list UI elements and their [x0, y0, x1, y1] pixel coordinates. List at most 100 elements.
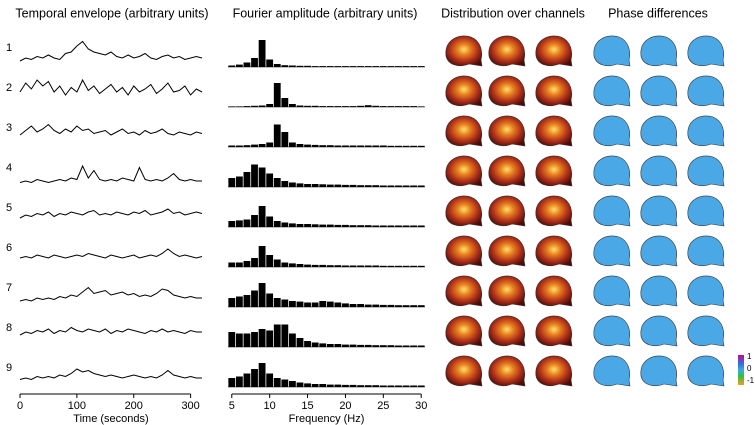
spectrum-bar: [326, 66, 334, 67]
spectrum-bar: [334, 302, 342, 307]
spectrum-bar: [357, 185, 365, 187]
spectrum-bar: [334, 184, 342, 187]
spectrum-bar: [402, 185, 410, 187]
spectrum-bar: [417, 66, 425, 67]
spectrum-bar: [357, 225, 365, 227]
spectrum-bar: [349, 304, 357, 307]
x-tick-label: 15: [301, 400, 313, 412]
spectrum-bar: [235, 333, 243, 347]
spectrum-bar: [342, 224, 349, 227]
colorbar-label: 1: [747, 352, 752, 361]
spectrum-bar: [372, 345, 380, 347]
spectrum-bar: [304, 105, 311, 107]
spectrum-bar: [266, 293, 274, 307]
spectrum-bar: [395, 66, 402, 67]
spectrum-bar: [326, 384, 334, 387]
spectrum-bar: [296, 65, 304, 67]
head-map: [687, 115, 725, 147]
spectrum-bar: [410, 106, 418, 107]
envelope-line: [19, 368, 202, 381]
row-label: 4: [6, 162, 12, 174]
spectrum-bar: [402, 265, 410, 267]
spectrum-bar: [379, 304, 387, 307]
spectrum-bar: [311, 66, 319, 67]
spectrum-bar: [288, 142, 296, 147]
spectrum-bar: [273, 124, 281, 147]
spectrum-bar: [334, 106, 342, 107]
spectrum-bar: [258, 329, 266, 347]
spectrum-bar: [311, 144, 319, 147]
head-map: [687, 355, 725, 387]
spectrum-bar: [395, 185, 402, 187]
spectrum-bar: [251, 332, 258, 347]
spectrum-bar: [395, 145, 402, 147]
head-map: [488, 35, 526, 67]
spectrum-bar: [258, 105, 266, 107]
spectrum-bar: [395, 106, 402, 107]
spectrum-bar: [319, 224, 327, 227]
spectrum-bar: [402, 106, 410, 107]
head-map: [445, 235, 483, 267]
spectrum-bar: [372, 225, 380, 227]
x-tick-label: 300: [181, 400, 199, 412]
spectrum-bar: [273, 178, 281, 187]
row-label: 1: [6, 42, 12, 54]
head-map: [687, 195, 725, 227]
spectrum-bar: [349, 225, 357, 227]
head-map: [640, 235, 678, 267]
spectrum-bar: [281, 324, 289, 347]
spectrum-bar: [288, 182, 296, 187]
head-map: [593, 75, 631, 107]
spectrum-bar: [387, 145, 395, 147]
spectrum-bar: [364, 105, 372, 107]
spectrum-bar: [258, 206, 266, 227]
spectrum-bar: [266, 216, 274, 227]
spectrum-bar: [342, 344, 349, 347]
x-tick-label: 100: [68, 400, 86, 412]
spectrum-bar: [410, 345, 418, 347]
head-map: [445, 195, 483, 227]
head-map: [445, 155, 483, 187]
spectrum-bar: [228, 178, 236, 187]
spectrum-bar: [311, 342, 319, 347]
spectrum-bar: [410, 145, 418, 147]
spectrum-bar: [395, 345, 402, 347]
spectrum-bar: [342, 184, 349, 187]
x-tick-label: 10: [264, 400, 276, 412]
spectrum-bar: [334, 224, 342, 227]
spectrum-bar: [281, 132, 289, 147]
spectrum-bar: [296, 183, 304, 187]
envelope-line: [19, 208, 203, 219]
head-map: [535, 115, 573, 147]
head-map: [640, 195, 678, 227]
head-map: [488, 235, 526, 267]
spectrum-bar: [410, 265, 418, 267]
spectrum-bar: [410, 385, 418, 387]
spectrum-bar: [342, 106, 349, 107]
spectrum-bar: [379, 265, 387, 267]
spectrum-bar: [357, 344, 365, 347]
spectrum-bar: [372, 66, 380, 67]
spectrum-bar: [304, 184, 311, 187]
row-label: 5: [6, 202, 12, 214]
colorbar: [738, 355, 744, 385]
spectrum-bar: [251, 215, 258, 227]
spectrum-bar: [364, 145, 372, 147]
spectrum-bar: [319, 384, 327, 387]
spectrum-bar: [281, 299, 289, 307]
spectrum-bar: [235, 176, 243, 187]
spectrum-bar: [311, 184, 319, 187]
spectrum-bar: [402, 225, 410, 227]
head-map: [593, 355, 631, 387]
spectrum-bar: [281, 65, 289, 67]
spectrum-bar: [281, 222, 289, 227]
spectrum-bar: [349, 145, 357, 147]
panel-title: Fourier amplitude (arbitrary units): [233, 6, 418, 20]
spectrum-bar: [273, 83, 281, 107]
head-map: [593, 315, 631, 347]
spectrum-bar: [251, 164, 258, 187]
row-label: 8: [6, 322, 12, 334]
spectrum-bar: [311, 105, 319, 107]
spectrum-bar: [349, 184, 357, 187]
envelope-line: [19, 40, 203, 62]
